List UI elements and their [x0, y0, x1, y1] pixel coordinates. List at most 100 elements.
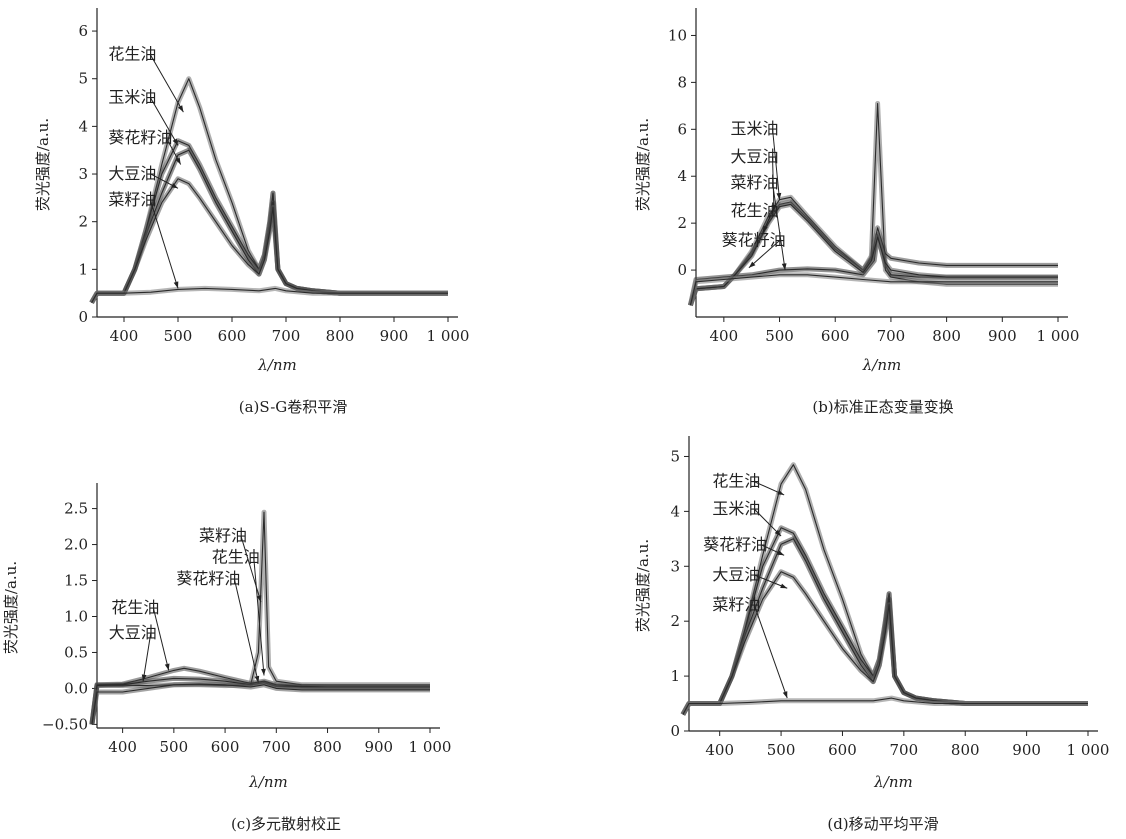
annotation-line-1-2 — [772, 182, 786, 271]
annotation-arrow-0-2 — [175, 157, 181, 165]
y-tick-label-2-5: 2.0 — [64, 536, 88, 554]
y-tick-label-0-3: 3 — [78, 165, 88, 183]
x-tick-label-0-0: 400 — [110, 327, 139, 345]
y-tick-label-0-6: 6 — [78, 22, 88, 40]
x-axis-label-2: λ/nm — [248, 773, 287, 791]
y-tick-label-3-2: 2 — [670, 612, 680, 630]
annotation-line-0-0 — [149, 54, 184, 113]
annotation-arrow-1-4 — [748, 261, 756, 268]
annotation-label-1-2: 菜籽油 — [731, 173, 779, 192]
x-tick-label-1-2: 600 — [821, 327, 850, 345]
y-tick-label-2-6: 2.5 — [64, 500, 88, 518]
annotation-label-1-0: 玉米油 — [731, 119, 779, 138]
annotation-line-1-4 — [748, 240, 780, 269]
series-band-0-4 — [89, 285, 448, 304]
annotation-label-3-2: 葵花籽油 — [703, 535, 767, 554]
annotation-arrow-3-1 — [774, 529, 782, 537]
y-tick-label-0-0: 0 — [78, 308, 88, 326]
annotation-line-2-1 — [253, 557, 265, 676]
annotation-arrow-2-4 — [141, 674, 147, 682]
x-tick-label-2-3: 700 — [262, 738, 291, 756]
annotation-arrow-0-1 — [172, 138, 178, 146]
annotation-label-0-2: 葵花籽油 — [108, 128, 172, 147]
annotation-label-1-3: 花生油 — [731, 201, 779, 220]
annotation-label-1-4: 葵花籽油 — [722, 230, 786, 249]
x-tick-label-1-1: 500 — [765, 327, 794, 345]
x-tick-label-1-3: 700 — [877, 327, 906, 345]
y-tick-label-0-1: 1 — [78, 260, 88, 278]
y-axis-label-0: 荧光强度/a.u. — [34, 118, 52, 211]
y-tick-label-1-0: 0 — [677, 261, 687, 279]
annotation-label-2-0: 菜籽油 — [199, 526, 247, 545]
annotation-label-2-1: 花生油 — [212, 548, 260, 567]
x-tick-label-2-6: 1 000 — [409, 738, 452, 756]
annotation-arrow-3-4 — [782, 691, 788, 699]
annotation-arrow-0-4 — [173, 281, 179, 289]
x-tick-label-0-6: 1 000 — [427, 327, 470, 345]
y-tick-label-0-2: 2 — [78, 213, 88, 231]
x-tick-label-1-6: 1 000 — [1037, 327, 1080, 345]
x-tick-label-2-0: 400 — [108, 738, 137, 756]
y-tick-label-3-4: 4 — [670, 502, 680, 520]
y-tick-label-2-2: 0.5 — [64, 643, 88, 661]
caption-a: (a)S-G卷积平滑 — [238, 398, 348, 416]
annotation-arrow-3-2 — [777, 550, 785, 556]
annotation-line-2-3 — [152, 607, 170, 671]
y-tick-label-0-4: 4 — [78, 117, 88, 135]
series-line-2-2 — [91, 677, 430, 725]
x-tick-label-1-5: 900 — [988, 327, 1017, 345]
y-tick-label-3-3: 3 — [670, 557, 680, 575]
y-tick-label-1-5: 10 — [668, 26, 687, 44]
y-tick-label-2-1: 0.0 — [64, 679, 88, 697]
annotation-label-0-3: 大豆油 — [108, 164, 156, 183]
annotation-label-3-3: 大豆油 — [712, 565, 760, 584]
x-axis-label-0: λ/nm — [257, 356, 296, 374]
caption-b: (b)标准正态变量变换 — [812, 398, 954, 416]
x-tick-label-0-4: 800 — [326, 327, 355, 345]
x-tick-label-2-4: 800 — [313, 738, 342, 756]
series-band-3-4 — [680, 695, 1088, 716]
x-tick-label-0-2: 600 — [218, 327, 247, 345]
x-tick-label-3-3: 700 — [890, 741, 919, 759]
annotation-line-0-1 — [149, 97, 179, 146]
annotation-arrow-3-3 — [780, 583, 788, 589]
x-axis-label-3: λ/nm — [873, 773, 912, 791]
series-line-1-4 — [689, 274, 1058, 306]
caption-d: (d)移动平均平滑 — [827, 815, 939, 833]
series-line-3-4 — [682, 697, 1088, 715]
annotation-line-1-0 — [772, 128, 781, 200]
annotation-label-2-4: 大豆油 — [109, 623, 157, 642]
annotation-line-1-1 — [772, 157, 775, 212]
annotation-arrow-3-0 — [777, 490, 785, 495]
annotation-label-1-1: 大豆油 — [731, 147, 779, 166]
annotation-arrow-1-0 — [776, 192, 782, 200]
annotation-label-2-3: 花生油 — [111, 598, 159, 617]
annotation-label-0-1: 玉米油 — [108, 88, 156, 107]
y-tick-label-1-4: 8 — [677, 73, 687, 91]
y-axis-label-2: 荧光强度/a.u. — [2, 561, 20, 654]
x-tick-label-0-1: 500 — [164, 327, 193, 345]
series-band-1-4 — [687, 272, 1058, 306]
annotation-arrow-2-2 — [254, 675, 260, 683]
annotation-label-3-0: 花生油 — [712, 472, 760, 491]
x-tick-label-0-5: 900 — [380, 327, 409, 345]
annotation-label-3-4: 菜籽油 — [712, 595, 760, 614]
x-tick-label-1-0: 400 — [710, 327, 739, 345]
y-axis-label-3: 荧光强度/a.u. — [634, 539, 652, 632]
annotation-label-3-1: 玉米油 — [712, 499, 760, 518]
x-tick-label-3-0: 400 — [705, 741, 734, 759]
annotation-arrow-0-3 — [171, 183, 178, 189]
y-tick-label-3-0: 0 — [670, 722, 680, 740]
x-tick-label-3-4: 800 — [951, 741, 980, 759]
y-tick-label-3-5: 5 — [670, 447, 680, 465]
x-tick-label-3-6: 1 000 — [1067, 741, 1110, 759]
annotation-line-2-0 — [240, 535, 262, 603]
annotation-line-2-4 — [142, 632, 152, 682]
annotation-label-0-0: 花生油 — [108, 45, 156, 64]
series-line-1-3 — [689, 203, 1058, 306]
y-tick-label-3-1: 1 — [670, 667, 680, 685]
annotation-arrow-1-1 — [771, 204, 777, 212]
y-tick-label-1-3: 6 — [677, 120, 687, 138]
annotation-line-0-4 — [149, 199, 179, 289]
